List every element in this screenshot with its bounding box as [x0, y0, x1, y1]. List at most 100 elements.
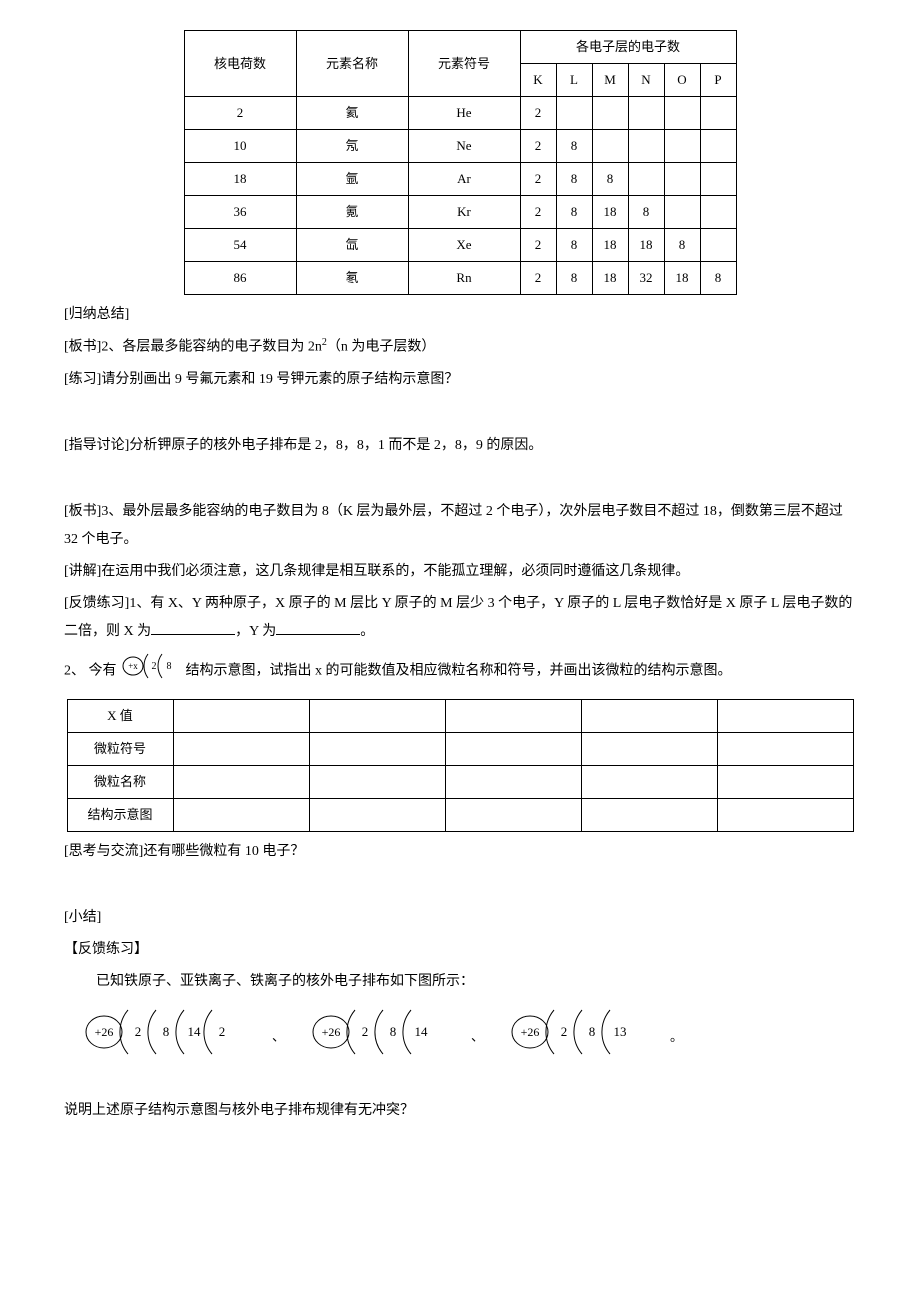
text: （n 为电子层数）	[327, 340, 436, 355]
explanation: [讲解]在运用中我们必须注意，这几条规律是相互联系的，不能孤立理解，必须同时遵循…	[64, 558, 856, 586]
cell: 8	[556, 163, 592, 196]
cell: Ne	[408, 130, 520, 163]
cell: 32	[628, 262, 664, 295]
feedback-exercise-1: [反馈练习]1、有 X、Y 两种原子，X 原子的 M 层比 Y 原子的 M 层少…	[64, 590, 856, 646]
conflict-question: 说明上述原子结构示意图与核外电子排布规律有无冲突？	[64, 1097, 856, 1125]
cell	[700, 97, 736, 130]
discussion: [指导讨论]分析钾原子的核外电子排布是 2，8，8，1 而不是 2，8，9 的原…	[64, 432, 856, 460]
cell: 氡	[296, 262, 408, 295]
separator: 、	[471, 1024, 484, 1050]
svg-text:8: 8	[167, 661, 172, 672]
cell	[664, 196, 700, 229]
blank-input[interactable]	[276, 621, 360, 635]
cell	[556, 97, 592, 130]
cell: 86	[184, 262, 296, 295]
cell: 2	[520, 262, 556, 295]
text: 结构示意图，试指出 x 的可能数值及相应微粒名称和符号，并画出该微粒的结构示意图…	[186, 663, 732, 678]
cell: 8	[556, 229, 592, 262]
cell: 2	[520, 130, 556, 163]
question-2: 2、 今有 +x 2 8 结构示意图，试指出 x 的可能数值及相应微粒名称和符号…	[64, 650, 856, 693]
cell: 氖	[296, 130, 408, 163]
cell	[592, 130, 628, 163]
svg-text:+x: +x	[128, 661, 138, 671]
text: ，Y 为	[235, 624, 276, 639]
header-charge: 核电荷数	[184, 31, 296, 97]
atom-diagram-icon: +262813	[510, 1004, 644, 1071]
cell	[664, 163, 700, 196]
cell[interactable]	[173, 699, 309, 732]
cell[interactable]	[445, 732, 581, 765]
text: [板书]2、各层最多能容纳的电子数目为 2n	[64, 340, 322, 355]
cell	[628, 97, 664, 130]
svg-text:+26: +26	[322, 1025, 341, 1039]
text: 2、 今有	[64, 663, 117, 678]
cell[interactable]	[173, 798, 309, 831]
cell: 18	[592, 196, 628, 229]
cell[interactable]	[581, 798, 717, 831]
table-row: 18氩Ar288	[184, 163, 736, 196]
svg-text:14: 14	[415, 1024, 429, 1039]
cell	[628, 130, 664, 163]
cell: 8	[628, 196, 664, 229]
shell-label: L	[556, 64, 592, 97]
cell: 氙	[296, 229, 408, 262]
cell[interactable]	[445, 765, 581, 798]
svg-text:2: 2	[561, 1024, 568, 1039]
cell: 18	[592, 262, 628, 295]
cell[interactable]	[445, 699, 581, 732]
particle-table: X 值微粒符号微粒名称结构示意图	[67, 699, 854, 832]
cell: 8	[556, 130, 592, 163]
cell: 2	[520, 97, 556, 130]
blank-input[interactable]	[151, 621, 235, 635]
cell: 8	[556, 262, 592, 295]
cell: 8	[556, 196, 592, 229]
svg-text:2: 2	[152, 661, 157, 672]
cell[interactable]	[581, 765, 717, 798]
summary-label: [归纳总结]	[64, 301, 856, 329]
cell[interactable]	[717, 699, 853, 732]
cell: 2	[520, 196, 556, 229]
row-label: 微粒名称	[67, 765, 173, 798]
row-label: 结构示意图	[67, 798, 173, 831]
cell[interactable]	[581, 732, 717, 765]
svg-text:8: 8	[163, 1024, 170, 1039]
cell: 36	[184, 196, 296, 229]
svg-text:2: 2	[362, 1024, 369, 1039]
cell: 18	[592, 229, 628, 262]
text: 。	[360, 624, 374, 639]
svg-text:2: 2	[135, 1024, 142, 1039]
row-label: X 值	[67, 699, 173, 732]
feedback-desc: 已知铁原子、亚铁离子、铁离子的核外电子排布如下图所示：	[64, 968, 856, 996]
svg-text:13: 13	[614, 1024, 627, 1039]
cell[interactable]	[309, 765, 445, 798]
cell[interactable]	[717, 765, 853, 798]
separator: 。	[670, 1024, 683, 1050]
cell[interactable]	[717, 798, 853, 831]
cell[interactable]	[445, 798, 581, 831]
atom-diagrams-row: +2628142、+262814、+262813。	[84, 1004, 856, 1071]
svg-text:8: 8	[589, 1024, 596, 1039]
shell-label: N	[628, 64, 664, 97]
cell: 氩	[296, 163, 408, 196]
cell[interactable]	[717, 732, 853, 765]
table-row: 54氙Xe2818188	[184, 229, 736, 262]
cell	[592, 97, 628, 130]
cell: 氪	[296, 196, 408, 229]
cell: Ar	[408, 163, 520, 196]
think-and-discuss: [思考与交流]还有哪些微粒有 10 电子？	[64, 838, 856, 866]
cell: 2	[184, 97, 296, 130]
cell[interactable]	[173, 765, 309, 798]
exercise-1: [练习]请分别画出 9 号氟元素和 19 号钾元素的原子结构示意图？	[64, 366, 856, 394]
cell: 18	[184, 163, 296, 196]
cell[interactable]	[309, 732, 445, 765]
cell[interactable]	[581, 699, 717, 732]
svg-text:8: 8	[390, 1024, 397, 1039]
cell[interactable]	[309, 798, 445, 831]
svg-text:2: 2	[219, 1024, 226, 1039]
cell: 18	[628, 229, 664, 262]
table-row: 2氦He2	[184, 97, 736, 130]
cell	[700, 229, 736, 262]
summary-small: [小结]	[64, 904, 856, 932]
cell[interactable]	[173, 732, 309, 765]
cell[interactable]	[309, 699, 445, 732]
